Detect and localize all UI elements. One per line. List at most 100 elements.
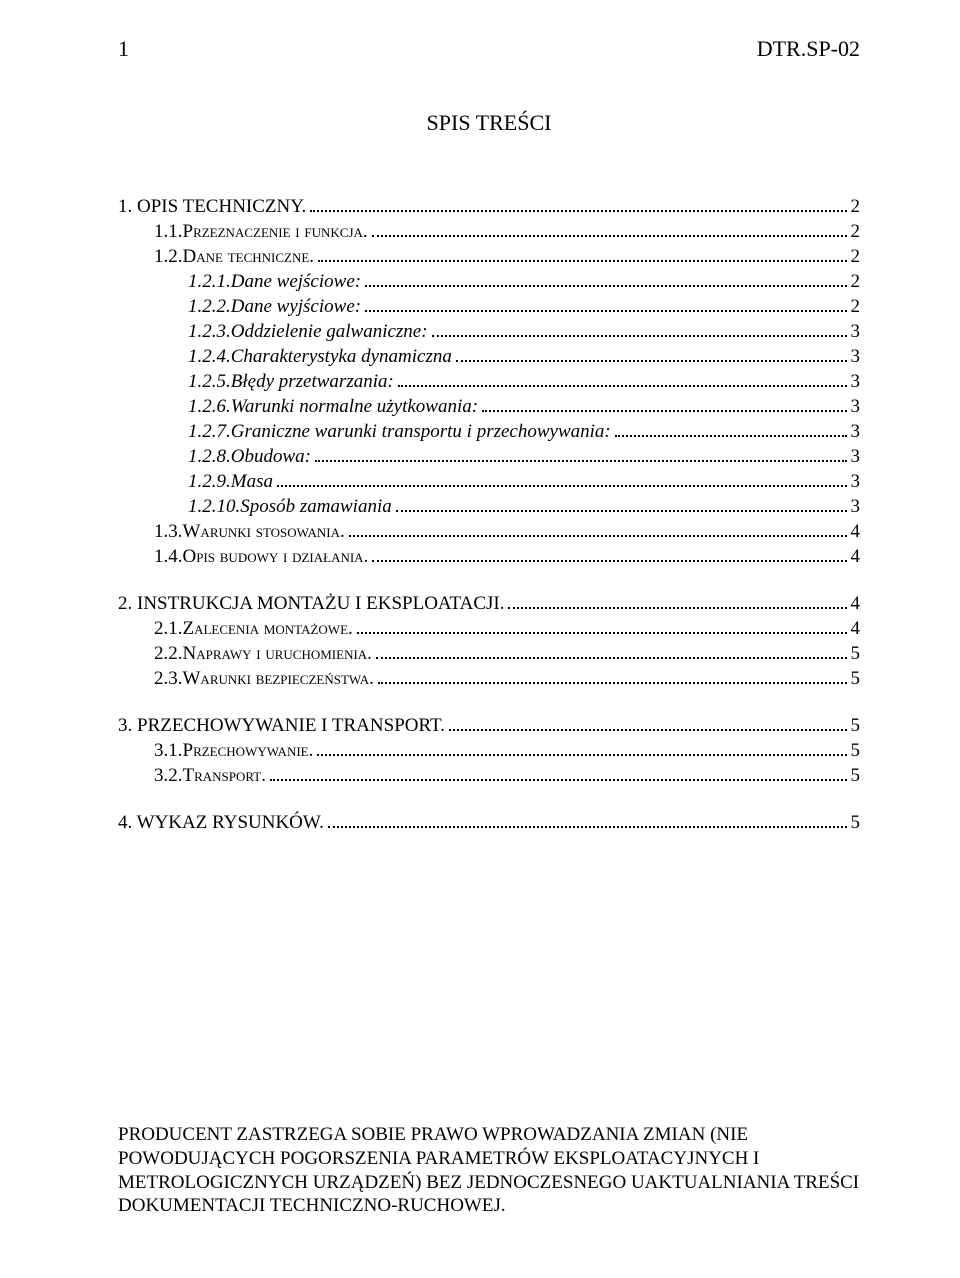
toc-entry-page: 4 bbox=[851, 546, 861, 568]
page-number: 1 bbox=[118, 36, 129, 62]
toc-leader bbox=[508, 607, 846, 609]
toc-entry-label: 4. WYKAZ RYSUNKÓW. bbox=[118, 812, 324, 834]
toc-entry-page: 5 bbox=[851, 812, 861, 834]
toc-entry: 1.2.Dane techniczne. 2 bbox=[154, 246, 860, 268]
toc-entry-page: 3 bbox=[851, 446, 861, 468]
toc-entry: 1.2.3.Oddzielenie galwaniczne: 3 bbox=[188, 321, 860, 343]
toc-leader bbox=[315, 460, 847, 462]
toc-entry: 1.1.Przeznaczenie i funkcja. 2 bbox=[154, 221, 860, 243]
toc-entry-label: 1.2.1.Dane wejściowe: bbox=[188, 271, 361, 293]
toc-leader bbox=[365, 285, 846, 287]
toc-leader bbox=[449, 729, 847, 731]
toc-entry-label: 3.2.Transport. bbox=[154, 765, 266, 787]
toc-entry-page: 4 bbox=[851, 593, 861, 615]
toc-entry-label: 3. PRZECHOWYWANIE I TRANSPORT. bbox=[118, 715, 445, 737]
toc-entry: 1.2.4.Charakterystyka dynamiczna 3 bbox=[188, 346, 860, 368]
toc-entry: 2.1.Zalecenia montażowe. 4 bbox=[154, 618, 860, 640]
toc-leader bbox=[317, 754, 846, 756]
toc-entry: 1. OPIS TECHNICZNY. 2 bbox=[118, 196, 860, 218]
toc-entry-label: 2.3.Warunki bezpieczeństwa. bbox=[154, 668, 374, 690]
toc-entry-label: 1.2.8.Obudowa: bbox=[188, 446, 311, 468]
toc-leader bbox=[277, 485, 847, 487]
toc-entry-label: 1.2.2.Dane wyjściowe: bbox=[188, 296, 361, 318]
toc-entry: 1.2.1.Dane wejściowe: 2 bbox=[188, 271, 860, 293]
toc-leader bbox=[349, 535, 847, 537]
toc-entry-page: 3 bbox=[851, 471, 861, 493]
toc-entry: 1.2.9.Masa 3 bbox=[188, 471, 860, 493]
toc-entry: 3.2.Transport. 5 bbox=[154, 765, 860, 787]
toc-entry-page: 3 bbox=[851, 496, 861, 518]
toc-entry: 3.1.Przechowywanie. 5 bbox=[154, 740, 860, 762]
toc-entry-page: 2 bbox=[851, 271, 861, 293]
toc-section-gap bbox=[118, 693, 860, 715]
toc-entry-page: 3 bbox=[851, 346, 861, 368]
toc-entry-label: 3.1.Przechowywanie. bbox=[154, 740, 313, 762]
toc-leader bbox=[270, 779, 847, 781]
document-page: 1 DTR.SP-02 SPIS TREŚCI 1. OPIS TECHNICZ… bbox=[0, 0, 960, 1278]
toc-entry-label: 1.3.Warunki stosowania. bbox=[154, 521, 345, 543]
toc-entry-page: 3 bbox=[851, 371, 861, 393]
toc-entry-page: 5 bbox=[851, 740, 861, 762]
toc-leader bbox=[328, 826, 847, 828]
toc-leader bbox=[456, 360, 847, 362]
toc-leader bbox=[318, 260, 846, 262]
toc-entry-label: 1.2.5.Błędy przetwarzania: bbox=[188, 371, 394, 393]
toc-entry-label: 1.2.6.Warunki normalne użytkowania: bbox=[188, 396, 478, 418]
toc-entry-label: 1.2.7.Graniczne warunki transportu i prz… bbox=[188, 421, 611, 443]
page-header: 1 DTR.SP-02 bbox=[118, 36, 860, 62]
toc-entry: 1.2.8.Obudowa: 3 bbox=[188, 446, 860, 468]
table-of-contents: 1. OPIS TECHNICZNY.21.1.Przeznaczenie i … bbox=[118, 196, 860, 834]
toc-entry-page: 2 bbox=[851, 196, 861, 218]
toc-entry-label: 2.1.Zalecenia montażowe. bbox=[154, 618, 353, 640]
toc-leader bbox=[398, 385, 847, 387]
toc-entry-page: 5 bbox=[851, 765, 861, 787]
toc-entry-label: 2. INSTRUKCJA MONTAŻU I EKSPLOATACJI. bbox=[118, 593, 504, 615]
toc-entry: 3. PRZECHOWYWANIE I TRANSPORT. 5 bbox=[118, 715, 860, 737]
toc-entry: 1.3.Warunki stosowania. 4 bbox=[154, 521, 860, 543]
toc-entry: 2.3.Warunki bezpieczeństwa.5 bbox=[154, 668, 860, 690]
toc-entry: 1.2.7.Graniczne warunki transportu i prz… bbox=[188, 421, 860, 443]
toc-entry-label: 2.2.Naprawy i uruchomienia. bbox=[154, 643, 372, 665]
footer-note: PRODUCENT ZASTRZEGA SOBIE PRAWO WPROWADZ… bbox=[118, 1123, 860, 1218]
toc-entry: 1.2.10.Sposób zamawiania 3 bbox=[188, 496, 860, 518]
toc-entry-label: 1.2.9.Masa bbox=[188, 471, 273, 493]
toc-entry-page: 3 bbox=[851, 421, 861, 443]
toc-entry-label: 1.4.Opis budowy i działania. bbox=[154, 546, 368, 568]
toc-entry-page: 5 bbox=[851, 715, 861, 737]
toc-entry-page: 2 bbox=[851, 296, 861, 318]
toc-entry: 1.2.5.Błędy przetwarzania: 3 bbox=[188, 371, 860, 393]
toc-entry-page: 5 bbox=[851, 643, 861, 665]
toc-entry-label: 1.1.Przeznaczenie i funkcja. bbox=[154, 221, 368, 243]
toc-leader bbox=[378, 682, 847, 684]
toc-entry-label: 1.2.4.Charakterystyka dynamiczna bbox=[188, 346, 452, 368]
toc-entry-page: 4 bbox=[851, 618, 861, 640]
toc-entry-page: 3 bbox=[851, 396, 861, 418]
toc-entry: 2. INSTRUKCJA MONTAŻU I EKSPLOATACJI. 4 bbox=[118, 593, 860, 615]
page-title: SPIS TREŚCI bbox=[118, 110, 860, 136]
toc-leader bbox=[432, 335, 847, 337]
toc-entry: 4. WYKAZ RYSUNKÓW. 5 bbox=[118, 812, 860, 834]
toc-entry-label: 1.2.Dane techniczne. bbox=[154, 246, 314, 268]
toc-leader bbox=[372, 560, 846, 562]
toc-entry-page: 2 bbox=[851, 221, 861, 243]
toc-leader bbox=[482, 410, 846, 412]
toc-leader bbox=[357, 632, 847, 634]
toc-entry-label: 1. OPIS TECHNICZNY. bbox=[118, 196, 306, 218]
doc-code: DTR.SP-02 bbox=[757, 36, 860, 62]
toc-entry-page: 4 bbox=[851, 521, 861, 543]
toc-leader bbox=[376, 657, 847, 659]
toc-entry: 1.2.2.Dane wyjściowe: 2 bbox=[188, 296, 860, 318]
toc-leader bbox=[396, 510, 847, 512]
toc-entry: 1.4.Opis budowy i działania. 4 bbox=[154, 546, 860, 568]
toc-entry-label: 1.2.10.Sposób zamawiania bbox=[188, 496, 392, 518]
toc-entry: 2.2.Naprawy i uruchomienia. 5 bbox=[154, 643, 860, 665]
toc-entry-page: 2 bbox=[851, 246, 861, 268]
toc-leader bbox=[372, 235, 847, 237]
toc-leader bbox=[365, 310, 846, 312]
toc-leader bbox=[615, 435, 847, 437]
toc-leader bbox=[310, 210, 846, 212]
toc-entry-label: 1.2.3.Oddzielenie galwaniczne: bbox=[188, 321, 428, 343]
toc-entry: 1.2.6.Warunki normalne użytkowania: 3 bbox=[188, 396, 860, 418]
toc-entry-page: 3 bbox=[851, 321, 861, 343]
toc-section-gap bbox=[118, 790, 860, 812]
